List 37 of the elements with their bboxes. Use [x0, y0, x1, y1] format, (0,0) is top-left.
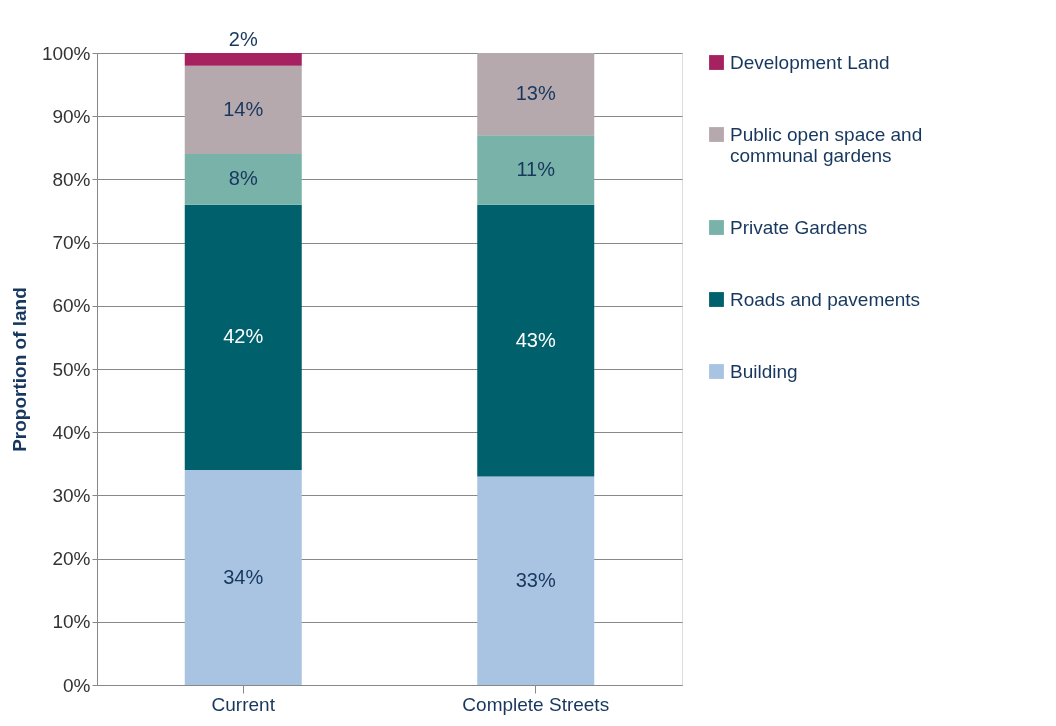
data-label: 33%: [515, 568, 556, 591]
bar: [477, 135, 595, 205]
y-tick-label: 60%: [52, 295, 91, 317]
y-tick-label: 80%: [52, 168, 91, 190]
bar: [477, 476, 595, 685]
data-label: 43%: [515, 328, 556, 351]
y-tick-label: 0%: [63, 674, 91, 696]
y-tick-label: 10%: [52, 611, 91, 633]
bar: [184, 65, 302, 155]
data-label: 14%: [223, 97, 264, 120]
data-label: 34%: [223, 565, 264, 588]
y-tick-label: 90%: [52, 105, 91, 127]
y-tick-label: 50%: [52, 358, 91, 380]
y-tick-label: 100%: [41, 42, 91, 64]
legend-label: Roads and pavements: [730, 288, 921, 310]
data-label: 42%: [223, 325, 264, 348]
bar: [477, 53, 595, 136]
y-tick-label: 30%: [52, 484, 91, 506]
y-axis-title: Proportion of land: [8, 287, 30, 452]
legend-label: Public open space and communal gardens: [730, 123, 923, 166]
y-tick-label: 40%: [52, 421, 91, 443]
y-tick-label: 20%: [52, 548, 91, 570]
bar: [477, 204, 595, 477]
y-tick-label: 70%: [52, 232, 91, 254]
bar: [184, 53, 302, 66]
legend-label: Private Gardens: [730, 216, 868, 238]
legend-label: Development Land: [730, 51, 890, 73]
data-label: 8%: [228, 167, 258, 190]
bar: [184, 204, 302, 471]
x-tick-label: Complete Streets: [462, 693, 610, 715]
data-label: 2%: [228, 28, 258, 51]
legend-label: Building: [730, 360, 798, 382]
bar: [184, 154, 302, 205]
data-label: 13%: [515, 82, 556, 105]
data-label: 11%: [516, 157, 556, 180]
bar: [184, 470, 302, 685]
x-tick-label: Current: [211, 693, 276, 715]
